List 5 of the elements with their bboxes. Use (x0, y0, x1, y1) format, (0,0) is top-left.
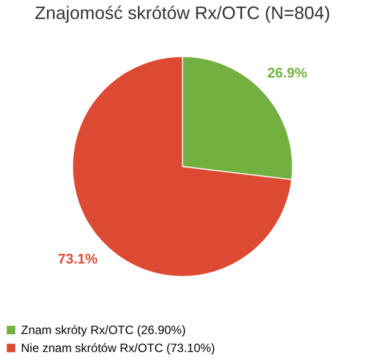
legend-label: Nie znam skrótów Rx/OTC (73.10%) (21, 341, 216, 355)
chart-title: Znajomość skrótów Rx/OTC (N=804) (34, 3, 330, 23)
data-label: 26.9% (267, 64, 308, 81)
legend-label: Znam skróty Rx/OTC (26.90%) (21, 323, 186, 337)
data-label: 73.1% (58, 250, 98, 266)
